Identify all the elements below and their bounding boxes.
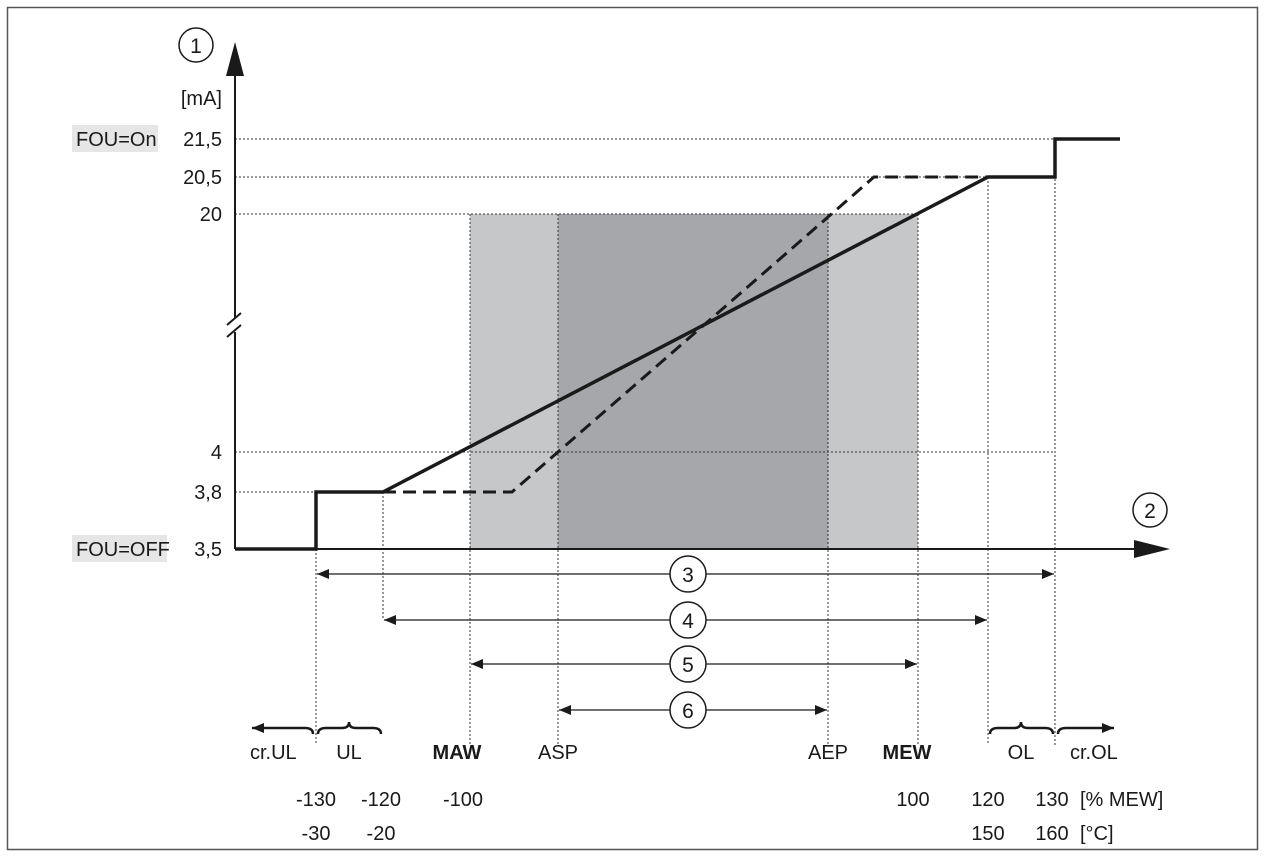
- range-5-label: 5: [682, 654, 694, 677]
- range-6-circle: [669, 691, 707, 729]
- x-temp-tick: 160: [1035, 823, 1068, 845]
- x-axis-arrowhead: [1134, 540, 1170, 558]
- y-axis-labels: 1 [mA] FOU=On 21,5 20,5 20 4 3,8 FOU=OFF…: [72, 88, 222, 562]
- y-tick-3-8: 3,8: [194, 482, 222, 504]
- x-temp-tick: -20: [367, 823, 396, 845]
- range-6-label: 6: [682, 700, 694, 723]
- range-4-circle: [669, 601, 707, 639]
- fou-off-label: FOU=OFF: [76, 539, 170, 561]
- y-axis-marker-text: 1: [190, 35, 202, 58]
- zone-ul: UL: [336, 742, 362, 764]
- x-temp-unit: [°C]: [1080, 823, 1114, 845]
- range-5-circle: [669, 645, 707, 683]
- point-maw: MAW: [433, 742, 482, 764]
- zone-cr-ul: cr.UL: [250, 742, 297, 764]
- guide-lines: [235, 138, 1056, 745]
- point-mew: MEW: [883, 742, 932, 764]
- x-pct-tick: -130: [296, 789, 336, 811]
- y-tick-20-5: 20,5: [183, 167, 222, 189]
- x-axis-tick-labels: -130 -120 -100 100 120 130 [% MEW] -30 -…: [296, 789, 1163, 845]
- point-aep: AEP: [808, 742, 848, 764]
- cr-ul-arrow: [252, 723, 315, 735]
- x-pct-tick: 120: [971, 789, 1004, 811]
- range-3-circle: [669, 555, 707, 593]
- fou-on-label: FOU=On: [76, 129, 157, 151]
- x-pct-tick: -120: [361, 789, 401, 811]
- marker-circle-1: [178, 27, 214, 63]
- x-pct-tick: 130: [1035, 789, 1068, 811]
- marker-circle-2: [1132, 492, 1168, 528]
- range-markers: [669, 555, 707, 729]
- zone-cr-ol: cr.OL: [1070, 742, 1118, 764]
- circle-markers: [178, 27, 1168, 528]
- cr-ol-arrow: [1056, 723, 1114, 735]
- point-labels: cr.UL UL MAW ASP AEP MEW OL cr.OL: [250, 742, 1118, 764]
- analog-range-band: [558, 214, 828, 549]
- fou-on-highlight: [72, 125, 158, 152]
- x-temp-tick: 150: [971, 823, 1004, 845]
- y-tick-20: 20: [200, 204, 222, 226]
- ol-brace: [988, 721, 1055, 735]
- ul-brace: [316, 721, 383, 735]
- y-tick-21-5: 21,5: [183, 129, 222, 151]
- x-temp-tick: -30: [302, 823, 331, 845]
- y-tick-3-5: 3,5: [194, 539, 222, 561]
- y-axis: [226, 72, 242, 549]
- point-asp: ASP: [538, 742, 578, 764]
- range-3-label: 3: [682, 564, 694, 587]
- figure-frame: [6, 6, 1259, 851]
- y-tick-4: 4: [211, 442, 222, 464]
- zone-braces: [252, 721, 1114, 735]
- y-axis-unit: [mA]: [181, 88, 222, 110]
- zone-ol: OL: [1008, 742, 1035, 764]
- x-pct-tick: -100: [443, 789, 483, 811]
- range-dimension-lines: [317, 569, 1054, 715]
- fou-off-highlight: [72, 535, 167, 562]
- x-pct-tick: 100: [896, 789, 929, 811]
- x-pct-unit: [% MEW]: [1080, 789, 1163, 811]
- solid-characteristic-line: [235, 137, 1120, 551]
- range-4-label: 4: [682, 610, 694, 633]
- x-axis-marker: 2: [1144, 500, 1156, 523]
- y-axis-arrowhead: [226, 42, 244, 76]
- dashed-characteristic-line: [383, 175, 988, 494]
